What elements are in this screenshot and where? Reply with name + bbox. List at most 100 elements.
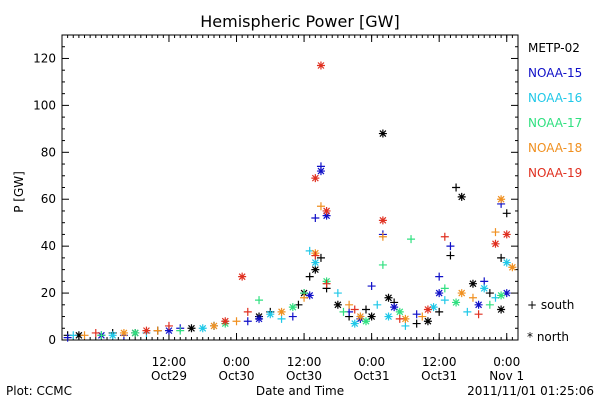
x-tick-label-time: 12:00 <box>422 355 457 369</box>
legend-noaa-19: NOAA-19 <box>528 166 583 180</box>
data-point-south <box>418 312 427 321</box>
y-tick-label: 100 <box>33 98 56 112</box>
data-point-north <box>277 307 286 316</box>
data-point-north <box>164 326 173 335</box>
data-point-south <box>80 331 89 340</box>
x-tick-label-date: Oct31 <box>354 369 390 383</box>
y-tick-label: 80 <box>41 145 56 159</box>
data-point-north <box>362 317 370 326</box>
data-point-south <box>345 300 354 309</box>
data-point-south <box>395 314 404 323</box>
data-point-north <box>108 331 117 340</box>
data-point-north <box>378 129 387 138</box>
series-noaa-15 <box>63 162 511 342</box>
data-point-south <box>435 307 444 316</box>
legend-noaa-18: NOAA-18 <box>528 141 583 155</box>
data-point-south <box>311 214 320 222</box>
data-point-south <box>153 326 162 335</box>
data-point-north <box>311 265 320 274</box>
data-point-north <box>221 317 230 326</box>
data-point-north <box>502 230 511 239</box>
data-point-north <box>497 195 506 204</box>
data-point-north <box>311 174 320 183</box>
data-point-north <box>384 312 393 321</box>
data-point-south <box>350 305 359 314</box>
y-tick-label: 120 <box>33 51 56 65</box>
data-point-south <box>305 272 314 281</box>
data-point-north <box>333 300 342 309</box>
data-point-north <box>452 298 461 307</box>
data-point-north <box>74 331 83 340</box>
x-tick-label-time: 0:00 <box>493 355 520 369</box>
data-point-north <box>423 305 432 314</box>
x-tick-label-date: Oct30 <box>219 369 255 383</box>
data-point-south <box>362 305 370 314</box>
data-point-north <box>350 319 359 328</box>
data-point-north <box>502 289 511 298</box>
data-point-north <box>305 291 314 300</box>
data-point-south <box>243 307 252 316</box>
data-point-south <box>378 260 387 269</box>
plot-frame <box>61 34 519 341</box>
data-point-south <box>243 317 252 326</box>
data-point-north <box>390 303 399 312</box>
data-point-north <box>198 324 207 333</box>
data-point-south <box>407 235 416 244</box>
data-point-south <box>463 307 472 316</box>
data-point-north <box>378 216 387 225</box>
y-tick-label: 40 <box>41 239 56 253</box>
data-point-north <box>508 263 517 272</box>
data-point-north <box>311 258 320 267</box>
data-point-south <box>485 300 494 309</box>
legend-metp-02: METP-02 <box>528 41 580 55</box>
data-point-south <box>412 310 421 319</box>
data-point-north <box>468 279 477 288</box>
data-point-north <box>502 258 511 267</box>
data-point-south <box>69 331 78 340</box>
legend-noaa-15: NOAA-15 <box>528 66 583 80</box>
data-point-south <box>480 277 489 286</box>
data-point-north <box>497 291 506 300</box>
data-point-south <box>440 284 449 293</box>
data-point-north <box>266 310 275 319</box>
data-point-north <box>316 167 325 176</box>
x-tick-label-date: Oct31 <box>421 369 457 383</box>
series-noaa-16 <box>69 246 511 340</box>
data-point-north <box>457 192 466 201</box>
data-point-north <box>322 206 331 215</box>
data-point-north <box>367 312 376 321</box>
data-point-north <box>491 239 500 248</box>
data-point-south <box>401 321 410 330</box>
legend-noaa-17: NOAA-17 <box>528 116 583 130</box>
data-point-south <box>288 312 297 321</box>
data-point-south <box>440 296 449 305</box>
y-tick-label: 0 <box>48 333 56 347</box>
data-point-south <box>97 331 106 340</box>
data-point-south <box>412 319 421 328</box>
data-point-south <box>322 279 331 288</box>
data-point-south <box>311 251 320 260</box>
data-point-south <box>435 272 444 281</box>
data-point-south <box>316 202 325 211</box>
data-point-south <box>440 232 449 241</box>
data-point-north <box>435 289 444 298</box>
data-point-north <box>474 300 483 309</box>
x-tick-label-time: 0:00 <box>223 355 250 369</box>
y-axis-label: P [GW] <box>11 171 26 213</box>
footer-timestamp: 2011/11/01 01:25:06 <box>467 384 594 398</box>
data-point-south <box>164 321 173 330</box>
x-tick-label-time: 12:00 <box>152 355 187 369</box>
data-point-north <box>142 326 151 335</box>
data-point-south <box>491 228 500 237</box>
series-noaa-19 <box>91 61 511 337</box>
x-tick-label-date: Oct29 <box>151 369 187 383</box>
data-point-south <box>339 307 348 316</box>
x-tick-label-time: 12:00 <box>287 355 322 369</box>
legend-north-marker: * north <box>527 330 570 344</box>
data-point-north <box>429 303 438 312</box>
data-point-north <box>457 289 466 298</box>
data-point-south <box>277 314 286 323</box>
y-tick-label: 20 <box>41 286 56 300</box>
data-point-north <box>322 211 331 220</box>
